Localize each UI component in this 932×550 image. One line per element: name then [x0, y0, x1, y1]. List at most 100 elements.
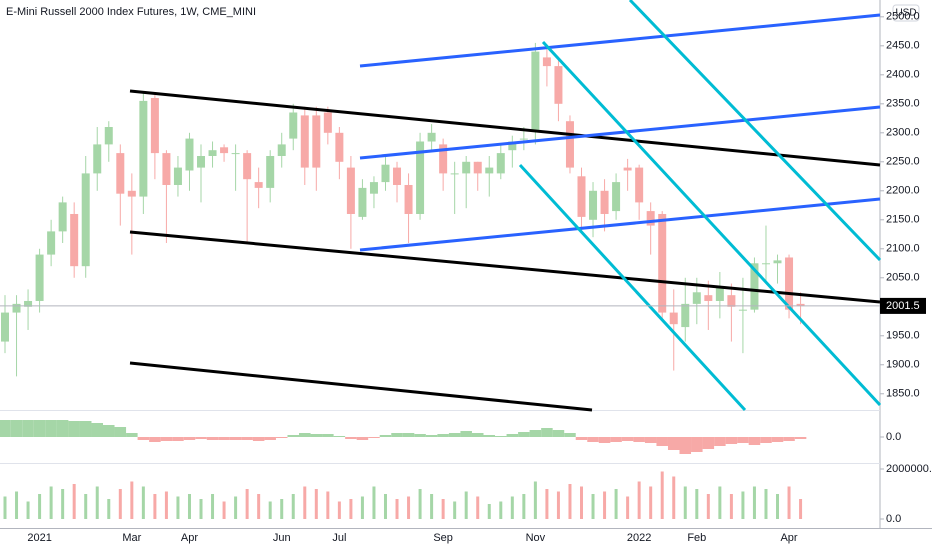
momentum-bar	[91, 423, 104, 437]
candle-body	[773, 260, 782, 264]
candle-body	[496, 153, 505, 174]
momentum-bar	[218, 437, 230, 440]
candle-body	[646, 211, 655, 226]
momentum-bar	[656, 437, 668, 446]
volume-bar	[245, 489, 249, 519]
volume-bar	[776, 494, 780, 519]
momentum-bar	[356, 437, 369, 440]
volume-bar	[360, 496, 364, 519]
candle-body	[266, 155, 275, 188]
trend-line	[359, 13, 881, 68]
candle-body	[1, 312, 9, 342]
volume-bar	[234, 496, 238, 519]
volume-bar	[199, 499, 203, 519]
momentum-bar	[10, 420, 23, 437]
candle-body	[35, 254, 44, 301]
volume-bar	[303, 486, 307, 519]
x-tick-label: Nov	[526, 532, 546, 544]
volume-bar	[176, 496, 180, 519]
candle-body	[254, 182, 263, 188]
momentum-bar	[68, 421, 80, 437]
y-tick-label: 1850.0	[886, 388, 920, 400]
momentum-bar	[760, 437, 772, 443]
trend-line	[359, 197, 881, 252]
momentum-bar	[137, 437, 150, 440]
candle-body	[173, 167, 182, 185]
volume-bar	[752, 486, 756, 519]
volume-bar	[280, 499, 284, 519]
momentum-bar	[644, 437, 657, 443]
candle-body	[369, 182, 378, 194]
volume-bar	[660, 471, 664, 519]
momentum-bar	[748, 437, 761, 445]
y-tick-label: 0.0	[886, 431, 901, 443]
volume-bar	[430, 494, 434, 519]
volume-bar	[61, 489, 65, 519]
y-tick-label: 2150.0	[886, 214, 920, 226]
x-tick-label: Mar	[122, 532, 141, 544]
momentum-bar	[172, 437, 184, 441]
momentum-bar	[714, 437, 726, 446]
volume-bar	[291, 494, 295, 519]
candle-body	[300, 115, 309, 168]
candle-body	[635, 167, 644, 203]
momentum-bar	[679, 437, 692, 454]
candle-body	[508, 141, 517, 151]
currency-label[interactable]: USD	[895, 8, 916, 19]
volume-bar	[38, 494, 42, 519]
volume-bar	[407, 496, 411, 519]
volume-bar	[718, 486, 722, 519]
momentum-bar	[379, 435, 392, 437]
momentum-bar	[195, 437, 207, 439]
x-tick-label: 2022	[627, 532, 651, 544]
y-tick-label: 2050.0	[886, 272, 920, 284]
momentum-bar	[345, 437, 357, 439]
volume-bar	[337, 501, 341, 519]
y-tick-label: 1950.0	[886, 330, 920, 342]
momentum-bar	[391, 433, 403, 437]
momentum-bar	[702, 437, 715, 449]
y-tick-label: 2250.0	[886, 156, 920, 168]
candle-body	[150, 98, 159, 154]
candle-body	[346, 167, 355, 214]
volume-bar	[799, 499, 803, 519]
volume-bar	[107, 499, 111, 519]
momentum-bar	[552, 430, 565, 437]
trend-line	[518, 163, 747, 412]
candle-body	[450, 173, 459, 175]
momentum-bar	[794, 437, 807, 439]
y-tick-label: 2400.0	[886, 69, 920, 81]
momentum-bar	[206, 437, 219, 440]
momentum-bar	[771, 437, 784, 442]
candle-body	[681, 303, 690, 328]
volume-bar	[522, 494, 526, 519]
candle-body	[462, 161, 471, 174]
candle-body	[404, 184, 413, 214]
volume-bar	[626, 496, 630, 519]
currency-badge[interactable]	[892, 4, 920, 22]
marks	[0, 42, 807, 519]
candle-body	[335, 132, 344, 162]
x-tick-label: 2021	[27, 532, 51, 544]
momentum-bar	[529, 430, 542, 437]
momentum-bar	[564, 433, 576, 437]
momentum-bar	[0, 420, 11, 437]
volume-bar	[603, 491, 607, 519]
volume-bar	[545, 489, 549, 519]
momentum-bar	[33, 420, 46, 437]
volume-bar	[153, 494, 157, 519]
momentum-bar	[79, 421, 92, 437]
volume-bar	[764, 489, 768, 519]
volume-bar	[95, 486, 99, 519]
momentum-bar	[667, 437, 680, 450]
candle-body	[600, 190, 609, 214]
momentum-bar	[149, 437, 161, 442]
candle-body	[12, 303, 21, 313]
volume-bar	[84, 494, 88, 519]
candle-body	[738, 309, 747, 311]
candle-body	[381, 164, 390, 183]
volume-bar	[706, 494, 710, 519]
candle-body	[589, 190, 598, 220]
y-tick-label: 2200.0	[886, 185, 920, 197]
